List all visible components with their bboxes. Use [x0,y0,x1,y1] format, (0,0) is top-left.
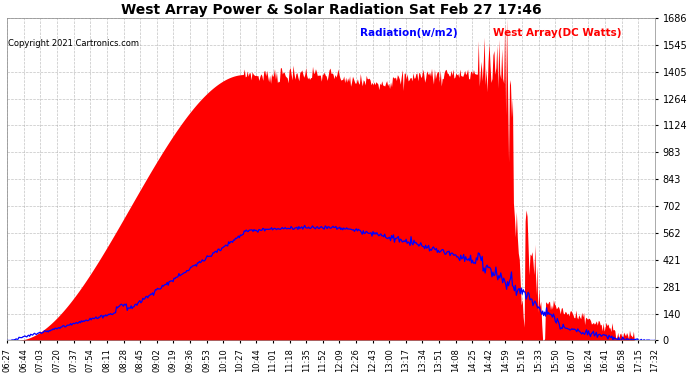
Text: Copyright 2021 Cartronics.com: Copyright 2021 Cartronics.com [8,39,139,48]
Text: West Array(DC Watts): West Array(DC Watts) [493,28,622,38]
Title: West Array Power & Solar Radiation Sat Feb 27 17:46: West Array Power & Solar Radiation Sat F… [121,3,542,17]
Text: Radiation(w/m2): Radiation(w/m2) [360,28,458,38]
